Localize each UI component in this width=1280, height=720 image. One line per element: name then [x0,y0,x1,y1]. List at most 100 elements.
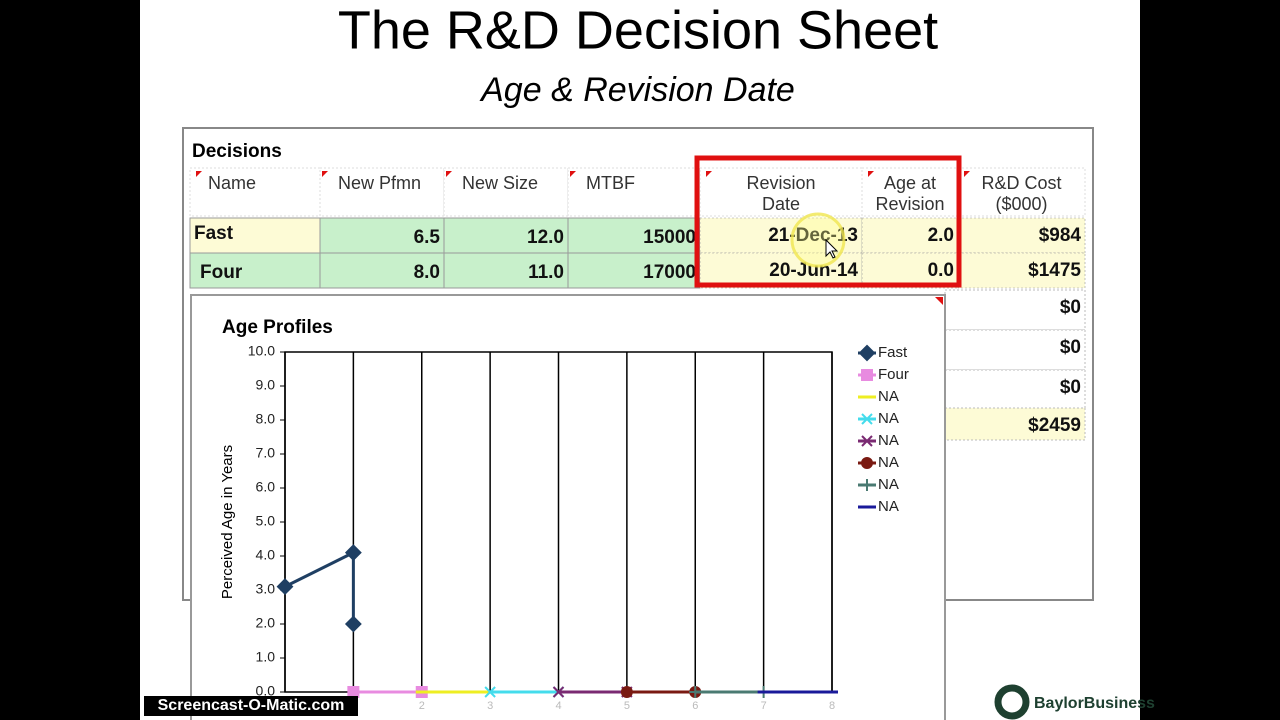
legend-marker [861,435,873,447]
cell-value: $0 [1060,337,1081,358]
cell-value: 12.0 [527,227,564,248]
watermark: Screencast-O-Matic.com [158,697,345,714]
watermark-bg [144,696,358,716]
x-tick-label: 4 [555,700,561,712]
legend-label: Four [878,366,909,383]
y-tick-label: 4.0 [256,547,276,563]
point [344,544,362,562]
y-tick-label: 3.0 [256,581,276,597]
point [344,615,362,633]
y-tick-label: 9.0 [256,377,276,393]
cell-value: $984 [1039,225,1082,246]
legend-marker [861,369,873,381]
legend-label: NA [878,476,899,493]
column-header: Revision [746,173,815,193]
y-tick-label: 7.0 [256,445,276,461]
header-cell [861,167,959,217]
chart: 0.01.02.03.04.05.06.07.08.09.010.0012345… [248,343,909,712]
comment-flag [570,171,576,177]
cell-value: 17000 [643,262,696,283]
column-header: MTBF [586,173,635,193]
y-axis-label: Perceived Age in Years [219,445,236,599]
y-tick-label: 0.0 [256,683,276,699]
x-tick-label: 5 [624,700,630,712]
y-tick-label: 5.0 [256,513,276,529]
x-tick-label: 8 [829,700,835,712]
column-header: ($000) [995,194,1047,214]
comment-flag [964,171,970,177]
point [347,686,360,698]
header-cell [189,167,321,217]
y-tick-label: 1.0 [256,649,276,665]
cell-value: $2459 [1028,415,1081,436]
cell-value: 6.5 [414,227,441,248]
cell-value: 8.0 [414,262,440,283]
header-cell [567,167,701,217]
column-header: New Pfmn [338,173,421,193]
cell [319,252,445,289]
cell-value: 2.0 [928,225,954,246]
point [552,686,565,698]
point [484,686,496,698]
y-tick-label: 10.0 [248,343,275,359]
x-tick-label: 2 [419,700,425,712]
header-cell [699,167,863,217]
cell [861,252,959,289]
cell [443,252,569,289]
cursor [825,238,839,259]
cell-value: $0 [1060,297,1081,318]
cell [189,252,321,289]
logo-mark [994,684,1030,720]
legend-label: NA [878,498,899,515]
legend-label: Fast [878,344,908,361]
cell-value: $0 [1060,377,1081,398]
legend-label: NA [878,410,899,427]
cell [957,252,1086,289]
legend-marker [861,457,873,469]
cell-value: $1475 [1028,260,1081,281]
logo-text: BaylorBusiness [1034,695,1155,712]
cell [699,217,863,254]
comment-flag [706,171,712,177]
cursor-halo [790,212,846,268]
cell [861,217,959,254]
x-tick-label: 3 [487,700,493,712]
cell [567,252,701,289]
column-header: R&D Cost [981,173,1061,193]
comment-flag [446,171,452,177]
comment-flag [868,171,874,177]
header-cell [319,167,445,217]
x-tick-label: 6 [692,700,698,712]
point [620,686,633,698]
legend-label: NA [878,432,899,449]
point [276,578,294,596]
comment-flag [935,297,943,305]
legend-label: NA [878,454,899,471]
cell-value: 20-Jun-14 [769,260,858,281]
column-header: New Size [462,173,538,193]
cell-value: Fast [194,223,234,244]
sheet-heading: Decisions [192,141,282,162]
cell-value: 0.0 [928,260,954,281]
column-header: Date [762,194,800,214]
cell-value: 15000 [643,227,696,248]
cell [319,217,445,254]
cell [443,217,569,254]
y-tick-label: 8.0 [256,411,276,427]
comment-flag [196,171,202,177]
legend-marker [858,344,876,362]
legend-marker [861,413,873,425]
column-header: Age at [884,173,936,193]
slide-subtitle: Age & Revision Date [479,71,795,109]
header-cell [443,167,569,217]
cell [944,289,1086,331]
chart-title: Age Profiles [222,317,333,338]
column-header: Revision [875,194,944,214]
cell [957,217,1086,254]
point [689,686,702,698]
highlight-box [694,155,962,288]
legend-label: NA [878,388,899,405]
comment-flag [322,171,328,177]
